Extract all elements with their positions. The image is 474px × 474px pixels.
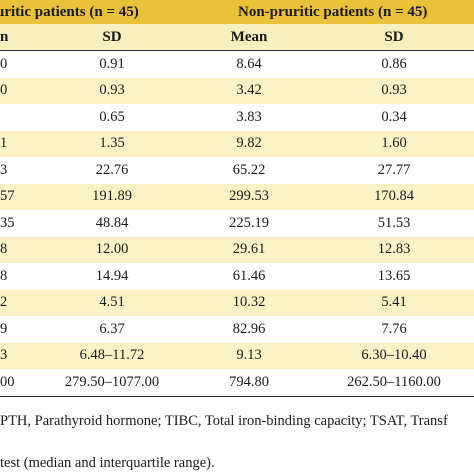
table-row: 0 0.93 3.42 0.93 bbox=[0, 77, 474, 104]
cell-sd-non-pruritic: 5.41 bbox=[381, 294, 407, 311]
cell-sd-non-pruritic: 0.93 bbox=[381, 82, 407, 99]
cell-mean-pruritic: 8 bbox=[0, 241, 8, 258]
cell-mean-pruritic: 1 bbox=[0, 135, 8, 152]
cell-mean-non-pruritic: 3.83 bbox=[236, 108, 262, 125]
cell-mean-pruritic: 00 bbox=[0, 373, 15, 390]
table-body: 0 0.91 8.64 0.86 0 0.93 3.42 0.93 0.65 3.83 0.34 1 1… bbox=[0, 51, 474, 397]
cell-sd-pruritic: 6.48–11.72 bbox=[79, 347, 145, 364]
table-row: 0 0.91 8.64 0.86 bbox=[0, 51, 474, 78]
cell-sd-non-pruritic: 0.86 bbox=[381, 55, 407, 72]
col-header-sd-pruritic: SD bbox=[102, 28, 122, 45]
cell-sd-non-pruritic: 170.84 bbox=[374, 188, 414, 205]
column-header-row: n SD Mean SD bbox=[0, 24, 474, 51]
cell-mean-pruritic: 0 bbox=[0, 55, 8, 72]
cell-mean-pruritic: 0 bbox=[0, 82, 8, 99]
cell-sd-pruritic: 12.00 bbox=[95, 241, 129, 258]
cell-mean-pruritic: 3 bbox=[0, 347, 8, 364]
table-row: 8 12.00 29.61 12.83 bbox=[0, 236, 474, 263]
cell-mean-non-pruritic: 9.82 bbox=[236, 135, 262, 152]
cell-mean-pruritic: 2 bbox=[0, 294, 8, 311]
data-table: uritic patients (n = 45) Non-pruritic pa… bbox=[0, 0, 474, 397]
cell-mean-non-pruritic: 794.80 bbox=[229, 373, 269, 390]
table-row: 57 191.89 299.53 170.84 bbox=[0, 183, 474, 210]
cell-sd-non-pruritic: 1.60 bbox=[381, 135, 407, 152]
cell-mean-non-pruritic: 10.32 bbox=[232, 294, 266, 311]
cell-sd-pruritic: 0.91 bbox=[99, 55, 125, 72]
cell-mean-non-pruritic: 82.96 bbox=[232, 320, 266, 337]
cell-sd-non-pruritic: 27.77 bbox=[377, 161, 411, 178]
table-row: 3 6.48–11.72 9.13 6.30–10.40 bbox=[0, 342, 474, 369]
cell-mean-non-pruritic: 299.53 bbox=[229, 188, 269, 205]
table-row: 0.65 3.83 0.34 bbox=[0, 104, 474, 131]
table-row: 00 279.50–1077.00 794.80 262.50–1160.00 bbox=[0, 369, 474, 397]
table-row: 1 1.35 9.82 1.60 bbox=[0, 130, 474, 157]
table-row: 35 48.84 225.19 51.53 bbox=[0, 210, 474, 237]
col-header-mean-pruritic: n bbox=[0, 28, 9, 45]
col-header-mean-non-pruritic: Mean bbox=[230, 28, 268, 45]
cell-mean-pruritic: 8 bbox=[0, 267, 8, 284]
cell-mean-pruritic: 9 bbox=[0, 320, 8, 337]
cell-sd-non-pruritic: 12.83 bbox=[377, 241, 411, 258]
table-row: 3 22.76 65.22 27.77 bbox=[0, 157, 474, 184]
cell-mean-non-pruritic: 61.46 bbox=[232, 267, 266, 284]
cell-sd-non-pruritic: 262.50–1160.00 bbox=[347, 373, 441, 390]
cell-sd-pruritic: 1.35 bbox=[99, 135, 125, 152]
cell-sd-non-pruritic: 13.65 bbox=[377, 267, 411, 284]
table-row: 9 6.37 82.96 7.76 bbox=[0, 316, 474, 343]
cell-mean-non-pruritic: 65.22 bbox=[232, 161, 266, 178]
cell-sd-pruritic: 4.51 bbox=[99, 294, 125, 311]
non-pruritic-group-header: Non-pruritic patients (n = 45) bbox=[238, 3, 428, 20]
cell-mean-non-pruritic: 29.61 bbox=[232, 241, 266, 258]
table-row: 2 4.51 10.32 5.41 bbox=[0, 289, 474, 316]
footnote-abbreviations: PTH, Parathyroid hormone; TIBC, Total ir… bbox=[0, 413, 448, 429]
cell-sd-pruritic: 0.65 bbox=[99, 108, 125, 125]
table-row: 8 14.94 61.46 13.65 bbox=[0, 263, 474, 290]
cell-sd-pruritic: 0.93 bbox=[99, 82, 125, 99]
cell-sd-pruritic: 6.37 bbox=[99, 320, 125, 337]
pruritic-group-header: uritic patients (n = 45) bbox=[0, 3, 139, 20]
cell-mean-non-pruritic: 225.19 bbox=[229, 214, 269, 231]
cell-mean-non-pruritic: 8.64 bbox=[236, 55, 262, 72]
cell-sd-pruritic: 48.84 bbox=[95, 214, 129, 231]
cell-sd-non-pruritic: 0.34 bbox=[381, 108, 407, 125]
cell-mean-pruritic: 3 bbox=[0, 161, 8, 178]
cell-sd-pruritic: 279.50–1077.00 bbox=[64, 373, 160, 390]
group-header-row: uritic patients (n = 45) Non-pruritic pa… bbox=[0, 0, 474, 24]
cell-mean-pruritic: 35 bbox=[0, 214, 15, 231]
cell-mean-non-pruritic: 9.13 bbox=[236, 347, 262, 364]
cell-sd-non-pruritic: 6.30–10.40 bbox=[361, 347, 427, 364]
col-header-sd-non-pruritic: SD bbox=[384, 28, 404, 45]
cell-mean-non-pruritic: 3.42 bbox=[236, 82, 262, 99]
cell-sd-pruritic: 22.76 bbox=[95, 161, 129, 178]
cell-sd-non-pruritic: 51.53 bbox=[377, 214, 411, 231]
cell-sd-pruritic: 191.89 bbox=[92, 188, 132, 205]
cell-sd-non-pruritic: 7.76 bbox=[381, 320, 407, 337]
footnote-test: test (median and interquartile range). bbox=[0, 455, 215, 471]
cell-mean-pruritic: 57 bbox=[0, 188, 15, 205]
cell-sd-pruritic: 14.94 bbox=[95, 267, 129, 284]
